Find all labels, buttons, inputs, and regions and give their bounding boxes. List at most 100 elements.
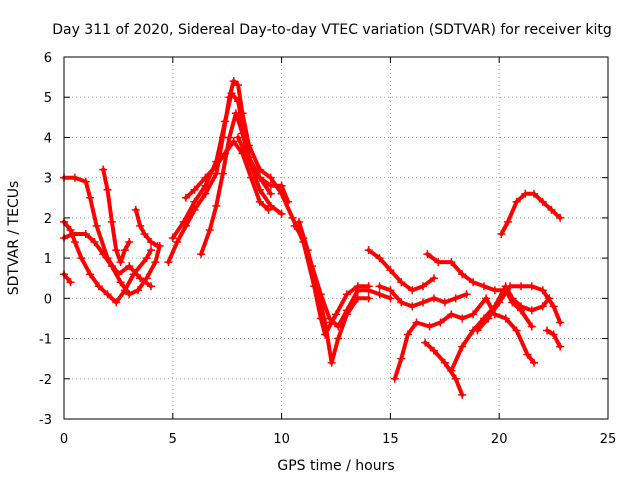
- data-point: [212, 201, 221, 210]
- data-point: [92, 221, 101, 230]
- data-point: [397, 298, 406, 307]
- data-series: [181, 137, 273, 214]
- data-point: [147, 246, 156, 255]
- data-point: [375, 254, 384, 263]
- data-point: [334, 334, 343, 343]
- data-point: [397, 354, 406, 363]
- x-tick-label: 5: [169, 432, 177, 447]
- data-point: [212, 161, 221, 170]
- series-line: [499, 191, 563, 236]
- data-point: [342, 290, 351, 299]
- data-point: [451, 374, 460, 383]
- data-point: [364, 246, 373, 255]
- data-point: [234, 97, 243, 106]
- y-tick-label: -3: [39, 413, 52, 428]
- data-series-group: [60, 77, 565, 399]
- data-point: [527, 282, 536, 291]
- data-point: [112, 246, 121, 255]
- data-point: [321, 318, 330, 327]
- x-tick-labels: 0 5 10 15 20 25: [60, 432, 616, 447]
- data-point: [125, 290, 134, 299]
- data-point: [523, 350, 532, 359]
- y-tick-label: 5: [44, 91, 52, 106]
- data-point: [107, 262, 116, 271]
- data-point: [312, 282, 321, 291]
- data-point: [390, 374, 399, 383]
- data-point: [90, 238, 99, 247]
- data-point: [99, 250, 108, 259]
- data-point: [234, 133, 243, 142]
- data-point: [86, 193, 95, 202]
- data-point: [221, 149, 230, 158]
- data-point: [490, 286, 499, 295]
- data-point: [408, 302, 417, 311]
- x-tick-label: 15: [382, 432, 399, 447]
- data-point: [116, 258, 125, 267]
- data-point: [353, 294, 362, 303]
- data-point: [221, 117, 230, 126]
- data-point: [112, 298, 121, 307]
- data-point: [458, 390, 467, 399]
- data-point: [482, 294, 491, 303]
- data-point: [266, 181, 275, 190]
- data-point: [530, 358, 539, 367]
- data-point: [512, 326, 521, 335]
- x-axis-label: GPS time / hours: [277, 458, 394, 474]
- data-point: [429, 346, 438, 355]
- data-point: [479, 282, 488, 291]
- data-point: [103, 185, 112, 194]
- y-tick-label: -1: [39, 333, 52, 348]
- data-point: [147, 238, 156, 247]
- data-point: [469, 278, 478, 287]
- y-tick-label: 4: [44, 131, 52, 146]
- data-point: [440, 298, 449, 307]
- data-point: [125, 262, 134, 271]
- data-point: [556, 342, 565, 351]
- data-point: [440, 358, 449, 367]
- series-line: [62, 272, 73, 285]
- data-point: [516, 282, 525, 291]
- data-point: [516, 302, 525, 311]
- data-point: [447, 366, 456, 375]
- data-point: [68, 229, 77, 238]
- data-point: [247, 173, 256, 182]
- data-point: [386, 294, 395, 303]
- y-tick-label: 6: [44, 51, 52, 66]
- data-point: [201, 189, 210, 198]
- data-point: [103, 290, 112, 299]
- data-series: [290, 221, 395, 331]
- data-point: [451, 294, 460, 303]
- data-point: [197, 250, 206, 259]
- data-series: [234, 133, 293, 206]
- data-point: [530, 189, 539, 198]
- data-series: [295, 217, 373, 367]
- data-point: [227, 89, 236, 98]
- data-point: [412, 318, 421, 327]
- data-point: [131, 205, 140, 214]
- data-point: [495, 298, 504, 307]
- data-point: [66, 225, 75, 234]
- data-point: [244, 157, 253, 166]
- series-line: [236, 135, 291, 204]
- y-tick-label: 3: [44, 172, 52, 187]
- data-point: [225, 133, 234, 142]
- data-series: [375, 282, 471, 311]
- data-point: [342, 310, 351, 319]
- data-point: [129, 270, 138, 279]
- data-point: [164, 258, 173, 267]
- data-point: [266, 201, 275, 210]
- data-point: [408, 286, 417, 295]
- data-point: [419, 298, 428, 307]
- data-point: [136, 221, 145, 230]
- data-point: [140, 229, 149, 238]
- data-point: [503, 217, 512, 226]
- data-point: [81, 177, 90, 186]
- data-series: [543, 326, 565, 351]
- data-point: [386, 266, 395, 275]
- data-point: [556, 318, 565, 327]
- data-point: [255, 173, 264, 182]
- data-point: [458, 270, 467, 279]
- data-point: [190, 185, 199, 194]
- data-point: [473, 326, 482, 335]
